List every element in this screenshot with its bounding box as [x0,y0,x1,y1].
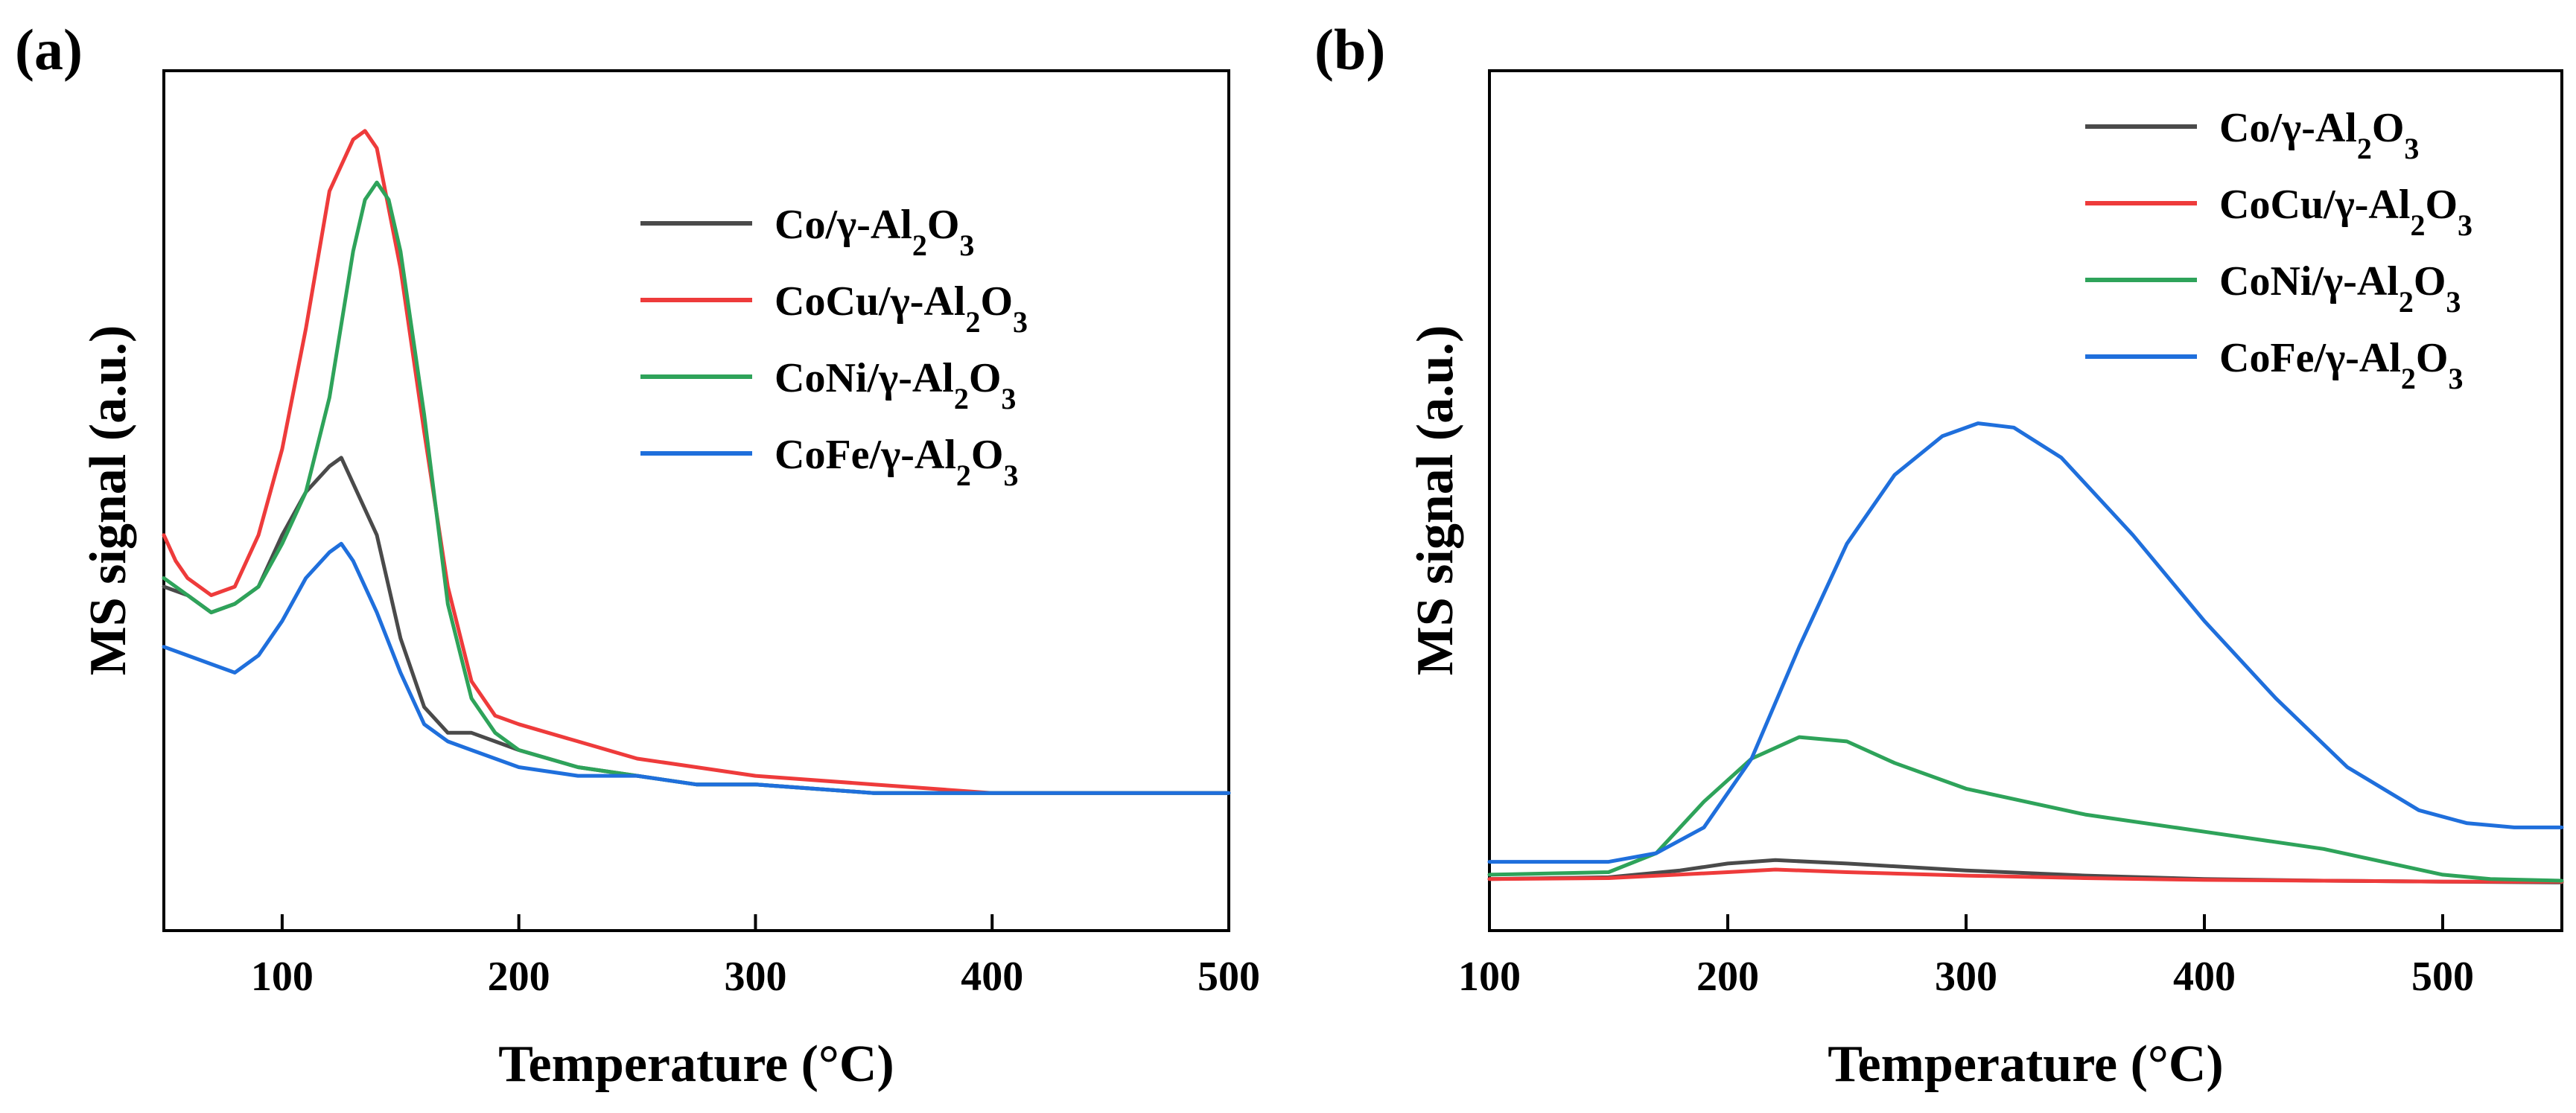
x-tick-label-a-0: 100 [251,954,314,1000]
x-axis-label-b: Temperature (°C) [1828,1036,2224,1093]
legend-b: Co/γ-Al2O3 CoCu/γ-Al2O3 CoNi/γ-Al2O3 CoFe/γ… [2085,105,2472,395]
legend-label-b-3: CoFe/γ-Al2O3 [2219,335,2463,395]
plot-frame-b [1488,69,2563,932]
series-line-b-0 [1487,858,2564,884]
x-tick-label-a-2: 300 [724,954,786,1000]
series-lines-b [1487,421,2564,884]
series-line-a-2 [162,180,1231,795]
x-tick-label-b-4: 500 [2411,954,2474,1000]
x-tick-label-b-1: 200 [1696,954,1759,1000]
y-axis-label-b: MS signal (a.u.) [1407,325,1464,676]
legend-label-b-1: CoCu/γ-Al2O3 [2219,182,2472,242]
panel-label-a: (a) [15,17,83,82]
series-lines-a [162,129,1231,795]
x-tick-label-a-4: 500 [1198,954,1260,1000]
series-line-b-1 [1487,867,2564,884]
legend-label-a-2: CoNi/γ-Al2O3 [775,355,1016,415]
series-line-a-1 [162,129,1231,795]
plot-frame-a [162,69,1230,932]
x-tick-label-b-2: 300 [1935,954,1997,1000]
legend-label-a-0: Co/γ-Al2O3 [775,202,974,262]
legend-a: Co/γ-Al2O3 CoCu/γ-Al2O3 CoNi/γ-Al2O3 CoFe/γ… [640,202,1028,492]
series-line-a-3 [162,541,1231,795]
legend-label-b-0: Co/γ-Al2O3 [2219,105,2419,165]
series-line-a-0 [162,456,1231,795]
x-tick-label-b-3: 400 [2173,954,2236,1000]
y-axis-label-a: MS signal (a.u.) [80,325,137,676]
series-line-b-3 [1487,421,2564,864]
x-tick-label-a-1: 200 [488,954,550,1000]
chart-panel-a: (a) 100 200 300 400 500 Temperature (°C) MS … [15,17,1260,1093]
legend-label-b-2: CoNi/γ-Al2O3 [2219,258,2461,319]
x-tick-label-a-3: 400 [961,954,1023,1000]
x-ticks-b: 100 200 300 400 500 [1458,914,2474,1000]
series-line-b-2 [1487,735,2564,883]
x-tick-label-b-0: 100 [1458,954,1521,1000]
chart-panel-b: (b) 100 200 300 400 500 Temperature (°C) MS … [1314,17,2564,1093]
x-ticks-a: 100 200 300 400 500 [251,914,1260,1000]
panel-label-b: (b) [1314,17,1385,82]
x-axis-label-a: Temperature (°C) [498,1036,894,1093]
legend-label-a-1: CoCu/γ-Al2O3 [775,278,1028,339]
legend-label-a-3: CoFe/γ-Al2O3 [775,432,1018,492]
